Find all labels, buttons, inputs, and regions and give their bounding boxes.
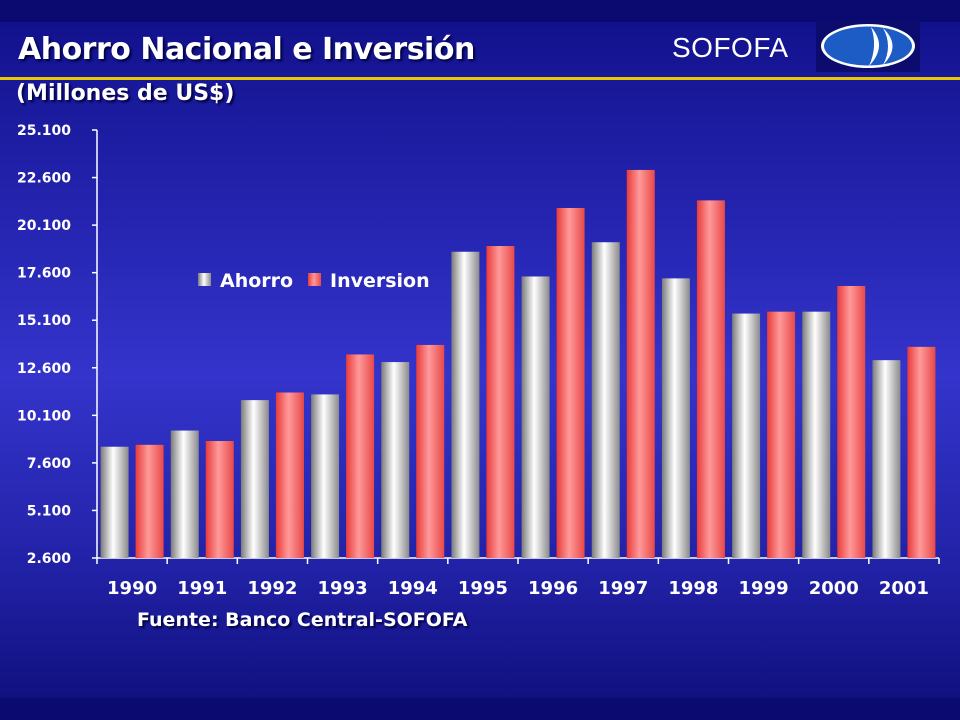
y-tick-label: 5.100 [27, 503, 72, 519]
legend-swatch-inversion [308, 273, 321, 286]
sofofa-logo-icon [821, 24, 915, 68]
legend-label-ahorro: Ahorro [220, 270, 293, 292]
bar-inversion [346, 354, 375, 558]
y-tick-label: 10.100 [17, 408, 71, 424]
y-tick-label: 22.600 [17, 171, 71, 187]
legend-swatch-ahorro [198, 273, 211, 286]
page-subtitle: (Millones de US$) [16, 81, 235, 106]
bar-inversion [626, 169, 655, 559]
chart-axes [92, 129, 940, 564]
bar-inversion [275, 392, 304, 558]
bar-ahorro [311, 394, 340, 558]
brand-name: SOFOFA [672, 32, 789, 63]
x-tick-label: 1992 [247, 578, 297, 599]
y-tick-label: 15.100 [17, 313, 71, 329]
bar-ahorro [872, 360, 901, 558]
bar-ahorro [521, 276, 550, 558]
y-tick-labels: 25.100 22.600 20.100 17.600 15.100 12.600 10.1… [17, 123, 71, 567]
bar-ahorro [802, 311, 831, 558]
top-band [0, 0, 960, 22]
bar-inversion [416, 344, 445, 558]
chart-bars [100, 169, 936, 559]
bar-inversion [135, 444, 164, 558]
x-tick-label: 2000 [809, 578, 859, 599]
bar-inversion [767, 311, 796, 558]
bar-inversion [205, 441, 234, 558]
page-title: Ahorro Nacional e Inversión [18, 32, 475, 67]
sofofa-logo [816, 20, 920, 72]
x-tick-label: 1995 [458, 578, 508, 599]
x-tick-label: 1993 [318, 578, 368, 599]
bar-ahorro [381, 362, 410, 558]
y-tick-label: 12.600 [17, 361, 71, 377]
bar-inversion [837, 285, 866, 558]
x-tick-label: 1999 [739, 578, 789, 599]
bar-inversion [696, 200, 725, 559]
source-note: Fuente: Banco Central-SOFOFA [137, 609, 468, 631]
bar-inversion [907, 346, 936, 558]
chart-legend: Ahorro Inversion [198, 270, 430, 292]
x-tick-label: 1996 [528, 578, 578, 599]
x-tick-label: 1990 [107, 578, 157, 599]
bar-ahorro [661, 278, 690, 558]
title-rule [0, 77, 960, 80]
bar-inversion [556, 207, 585, 559]
x-tick-label: 2001 [879, 578, 929, 599]
y-tick-label: 20.100 [17, 218, 71, 234]
y-tick-label: 17.600 [17, 266, 71, 282]
x-tick-labels: 1990 1991 1992 1993 1994 1995 1996 1997 1998 1999… [107, 578, 929, 599]
x-tick-label: 1997 [598, 578, 648, 599]
y-tick-label: 7.600 [27, 456, 72, 472]
y-tick-label: 2.600 [27, 551, 72, 567]
bar-ahorro [100, 446, 129, 558]
bar-ahorro [732, 313, 761, 558]
x-tick-label: 1994 [388, 578, 438, 599]
y-tick-label: 25.100 [17, 123, 71, 139]
bar-inversion [486, 246, 515, 558]
x-tick-label: 1991 [177, 578, 227, 599]
bar-ahorro [170, 430, 199, 558]
bar-ahorro [591, 242, 620, 558]
x-tick-label: 1998 [668, 578, 718, 599]
bar-ahorro [240, 400, 269, 558]
bar-ahorro [451, 251, 480, 558]
legend-label-inversion: Inversion [330, 270, 430, 292]
bottom-band [0, 698, 960, 720]
